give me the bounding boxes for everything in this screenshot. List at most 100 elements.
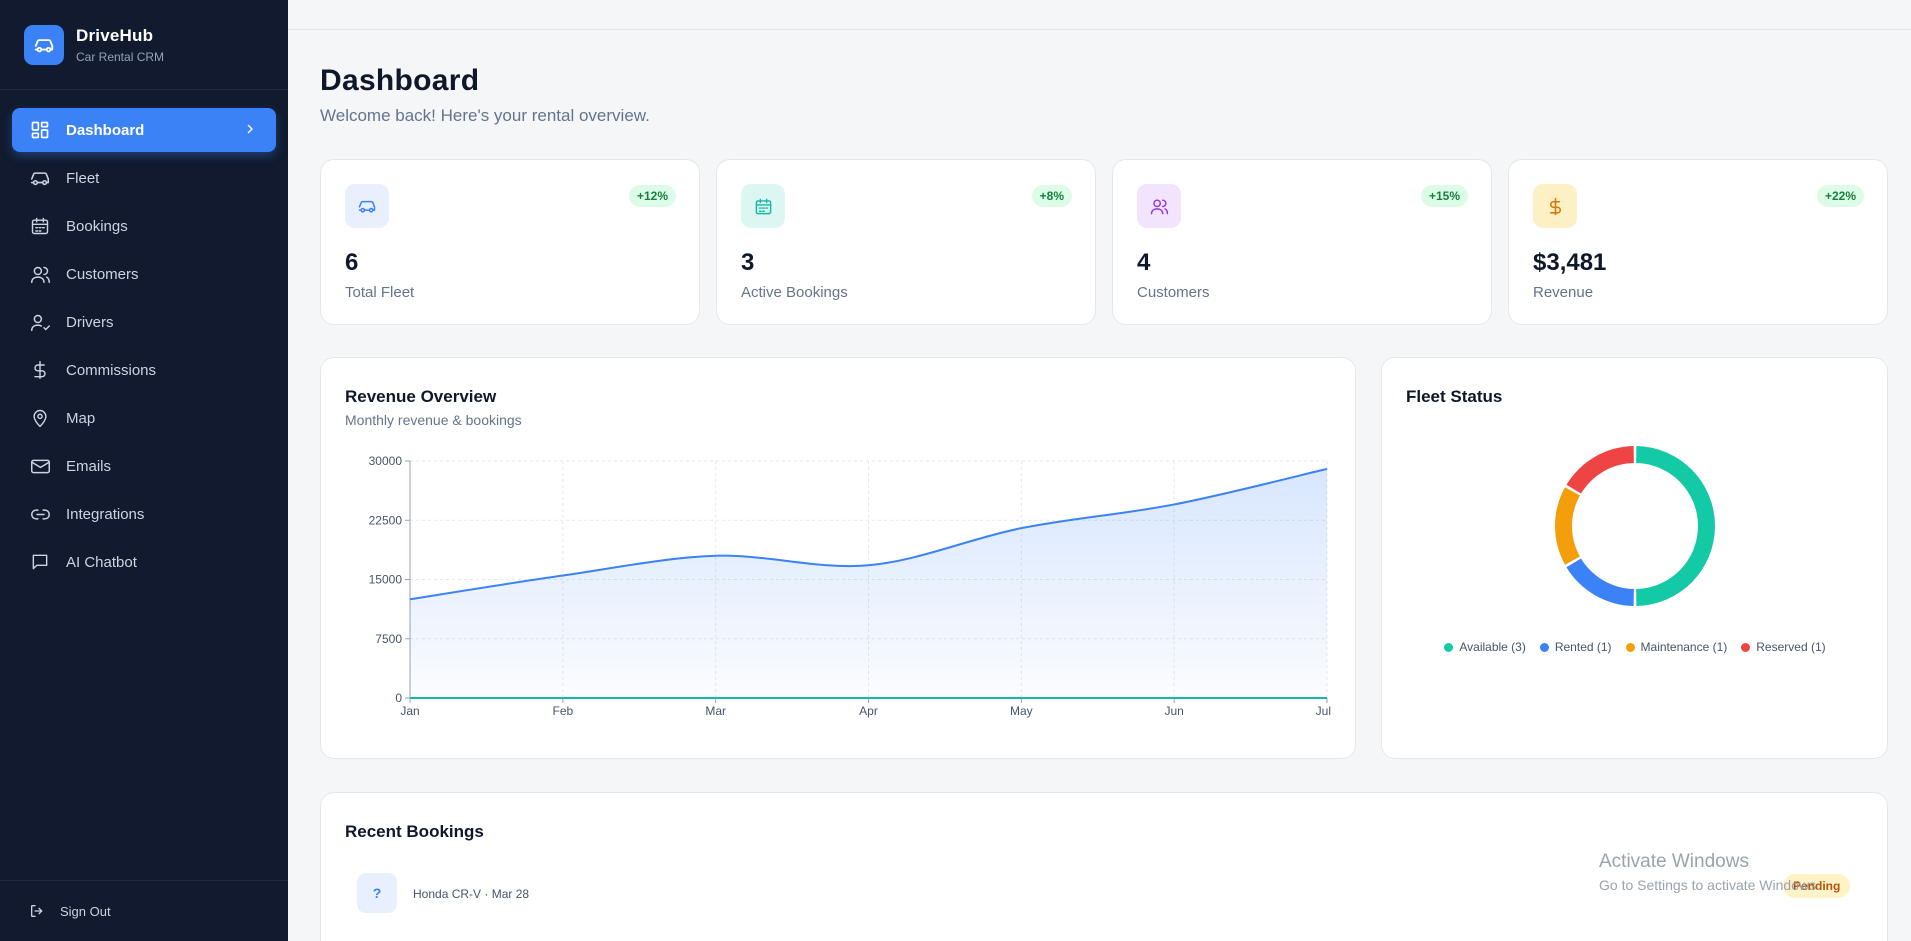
x-tick-label: Jan — [400, 704, 419, 718]
watermark-line1: Activate Windows — [1599, 851, 1749, 872]
sign-out-button[interactable]: Sign Out — [0, 880, 288, 941]
sidebar-item-map[interactable]: Map — [12, 396, 276, 440]
fleet-status-legend: Available (3) Rented (1) Maintenance (1)… — [1382, 640, 1888, 654]
stat-label: Active Bookings — [741, 284, 848, 301]
logout-icon — [28, 902, 46, 920]
fleet-status-card: Fleet Status Available (3) Rented (1) Ma… — [1381, 357, 1888, 759]
map-pin-icon — [29, 407, 51, 429]
car-icon — [24, 24, 64, 65]
booking-avatar: ? — [357, 873, 397, 913]
car-icon — [345, 184, 389, 228]
legend-label: Maintenance (1) — [1640, 640, 1728, 654]
sidebar-item-label: Dashboard — [66, 121, 145, 139]
stat-card-total-fleet: +12% 6 Total Fleet — [320, 159, 700, 325]
sidebar-item-bookings[interactable]: Bookings — [12, 204, 276, 248]
stat-label: Revenue — [1533, 284, 1594, 301]
sidebar: DriveHub Car Rental CRM Dashboard Fleet … — [0, 0, 288, 941]
sidebar-item-integrations[interactable]: Integrations — [12, 492, 276, 536]
sidebar-item-dashboard[interactable]: Dashboard — [12, 108, 276, 152]
car-icon — [29, 167, 51, 189]
legend-item-reserved: Reserved (1) — [1741, 640, 1826, 654]
legend-label: Reserved (1) — [1756, 640, 1826, 654]
legend-label: Rented (1) — [1554, 640, 1612, 654]
link-icon — [29, 503, 51, 525]
sidebar-item-emails[interactable]: Emails — [12, 444, 276, 488]
y-tick-label: 7500 — [375, 632, 402, 646]
sidebar-item-label: Commissions — [66, 361, 157, 379]
stat-card-customers: +15% 4 Customers — [1112, 159, 1492, 325]
x-tick-label: Apr — [859, 704, 878, 718]
x-tick-label: Feb — [552, 704, 573, 718]
activate-windows-watermark: Activate Windows Go to Settings to activ… — [1599, 851, 1820, 893]
top-bar — [288, 0, 1911, 30]
sidebar-item-fleet[interactable]: Fleet — [12, 156, 276, 200]
revenue-line — [409, 467, 1328, 601]
y-tick-label: 0 — [395, 691, 402, 705]
sidebar-item-label: Drivers — [66, 313, 114, 331]
sidebar-item-label: Fleet — [66, 169, 100, 187]
legend-item-maintenance: Maintenance (1) — [1625, 640, 1728, 654]
stat-value: 6 — [345, 249, 359, 276]
watermark-line2: Go to Settings to activate Windows. — [1599, 877, 1820, 893]
users-icon — [29, 263, 51, 285]
dollar-icon — [29, 359, 51, 381]
users-icon — [1137, 184, 1181, 228]
y-tick-label: 22500 — [369, 513, 403, 527]
chevron-right-icon — [242, 121, 258, 141]
x-tick-label: Jul — [1316, 704, 1331, 718]
status-badge: Pending — [1783, 874, 1851, 898]
fleet-status-donut — [1555, 446, 1715, 606]
donut-slice-available — [1636, 446, 1715, 606]
sidebar-item-customers[interactable]: Customers — [12, 252, 276, 296]
change-badge: +15% — [1420, 185, 1468, 207]
revenue-area — [410, 468, 1327, 698]
page-subtitle: Welcome back! Here's your rental overvie… — [320, 106, 650, 125]
sidebar-item-drivers[interactable]: Drivers — [12, 300, 276, 344]
dashboard-icon — [29, 119, 51, 141]
sidebar-item-commissions[interactable]: Commissions — [12, 348, 276, 392]
revenue-subtitle: Monthly revenue & bookings — [345, 412, 522, 428]
stat-card-active-bookings: +8% 3 Active Bookings — [716, 159, 1096, 325]
revenue-chart: 0 7500 15000 22500 30000 Jan Feb Mar Apr May Jun Ju… — [369, 454, 1331, 718]
stat-card-revenue: +22% $3,481 Revenue — [1508, 159, 1888, 325]
brand-subtitle: Car Rental CRM — [76, 49, 165, 64]
sidebar-item-ai-chatbot[interactable]: AI Chatbot — [12, 540, 276, 584]
recent-bookings-title: Recent Bookings — [345, 822, 484, 841]
legend-item-available: Available (3) — [1444, 640, 1526, 654]
sidebar-nav: Dashboard Fleet Bookings Customers — [0, 90, 288, 584]
booking-text[interactable]: Honda CR-V · Mar 28 — [413, 887, 530, 901]
stat-value: 3 — [741, 249, 755, 276]
recent-bookings-card: Recent Bookings ? Honda CR-V · Mar 28 Pe… — [320, 792, 1888, 941]
sidebar-item-label: Bookings — [66, 217, 128, 235]
y-tick-label: 15000 — [369, 573, 403, 587]
legend-label: Available (3) — [1459, 640, 1526, 654]
fleet-status-title: Fleet Status — [1406, 387, 1503, 406]
change-badge: +8% — [1031, 185, 1072, 207]
sidebar-item-label: AI Chatbot — [66, 553, 137, 571]
mail-icon — [29, 455, 51, 477]
stat-value: 4 — [1137, 249, 1151, 276]
stat-label: Customers — [1137, 284, 1210, 301]
sidebar-item-label: Integrations — [66, 505, 145, 523]
sidebar-item-label: Emails — [66, 457, 112, 475]
donut-slice-maintenance — [1555, 487, 1580, 565]
revenue-overview-card: Revenue Overview Monthly revenue & booki… — [320, 357, 1356, 759]
page-title: Dashboard — [320, 64, 480, 97]
sidebar-item-label: Map — [66, 409, 96, 427]
sidebar-item-label: Customers — [66, 265, 139, 283]
calendar-icon — [29, 215, 51, 237]
legend-item-rented: Rented (1) — [1539, 640, 1612, 654]
stat-label: Total Fleet — [345, 284, 415, 301]
change-badge: +12% — [628, 185, 676, 207]
dollar-icon — [1533, 184, 1577, 228]
revenue-title: Revenue Overview — [345, 387, 497, 406]
x-tick-label: Mar — [705, 704, 726, 718]
donut-slice-reserved — [1566, 446, 1634, 494]
sign-out-label: Sign Out — [60, 903, 111, 919]
donut-slice-rented — [1566, 558, 1634, 606]
chat-icon — [29, 551, 51, 573]
calendar-icon — [741, 184, 785, 228]
stat-value: $3,481 — [1533, 249, 1607, 276]
brand-name: DriveHub — [76, 25, 154, 45]
brand: DriveHub Car Rental CRM — [0, 0, 288, 90]
